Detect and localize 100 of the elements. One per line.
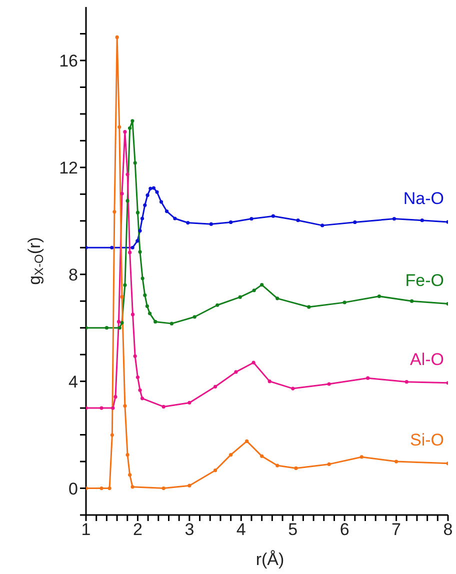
point <box>138 228 142 233</box>
point <box>229 453 233 457</box>
point <box>320 224 324 228</box>
point <box>110 433 114 437</box>
point <box>133 354 137 358</box>
point <box>404 380 408 384</box>
point <box>110 246 114 250</box>
point <box>120 192 124 196</box>
x-tick-label: 4 <box>236 520 246 540</box>
point <box>126 453 130 457</box>
x-tick-label: 2 <box>132 520 142 540</box>
point <box>420 218 424 222</box>
point <box>155 190 159 194</box>
point <box>394 460 398 464</box>
point <box>128 250 132 254</box>
point <box>133 161 137 165</box>
point <box>260 282 264 287</box>
line-series <box>86 186 448 250</box>
point <box>213 384 218 388</box>
point <box>291 386 295 390</box>
x-tick-label: 7 <box>392 520 402 540</box>
point <box>123 283 127 287</box>
point <box>118 326 122 330</box>
point <box>353 220 357 224</box>
point <box>148 312 152 316</box>
point <box>148 186 152 190</box>
point <box>164 209 169 214</box>
point <box>140 216 144 220</box>
point <box>123 130 127 134</box>
point <box>276 464 280 468</box>
point <box>120 320 124 325</box>
point <box>111 406 115 410</box>
point <box>392 216 396 221</box>
point <box>294 466 298 470</box>
point <box>126 199 130 203</box>
x-tick-label: 8 <box>443 520 453 540</box>
point <box>145 304 149 308</box>
series-label: Si-O <box>410 430 444 450</box>
point <box>170 322 174 326</box>
point <box>188 484 192 488</box>
x-tick-label: 1 <box>81 520 91 540</box>
point <box>162 486 166 490</box>
point <box>188 400 192 405</box>
point <box>276 296 280 300</box>
point <box>136 210 140 214</box>
point <box>245 439 249 444</box>
y-tick-label: 0 <box>68 479 78 498</box>
point <box>104 326 108 330</box>
point <box>143 293 147 298</box>
point <box>186 220 190 225</box>
point <box>366 376 370 380</box>
point <box>327 382 331 386</box>
point <box>128 473 132 477</box>
point <box>140 396 144 400</box>
point <box>152 186 156 190</box>
point <box>268 380 272 384</box>
point <box>115 35 119 40</box>
x-tick-label: 6 <box>340 520 350 540</box>
point <box>118 125 122 129</box>
point <box>120 295 124 299</box>
series-label: Al-O <box>410 350 444 369</box>
y-tick-label: 16 <box>59 52 78 71</box>
point <box>130 312 135 316</box>
x-axis-title: r(Å) <box>256 550 284 569</box>
point <box>100 486 104 490</box>
point <box>130 485 134 489</box>
x-tick-label: 3 <box>184 520 194 540</box>
point <box>229 220 233 224</box>
point <box>138 388 142 392</box>
y-tick-label: 4 <box>68 372 78 392</box>
point <box>342 300 346 304</box>
point <box>140 276 144 280</box>
point <box>114 395 118 399</box>
point <box>173 216 177 220</box>
point <box>234 370 238 374</box>
point <box>260 454 264 458</box>
point <box>250 216 254 221</box>
point <box>296 218 300 222</box>
point <box>136 376 140 380</box>
point <box>143 203 147 207</box>
point <box>136 239 140 243</box>
point <box>138 250 142 254</box>
point <box>209 222 213 226</box>
point <box>128 126 132 130</box>
point <box>159 200 164 204</box>
point <box>116 320 121 324</box>
point <box>213 468 218 472</box>
point <box>130 119 134 123</box>
point <box>216 303 220 307</box>
point <box>238 295 242 299</box>
point <box>360 455 364 459</box>
point <box>146 193 150 198</box>
point <box>130 246 134 250</box>
point <box>154 320 158 324</box>
series-label: Na-O <box>403 188 444 208</box>
series-label: Fe-O <box>405 270 444 290</box>
point <box>162 404 166 409</box>
point <box>100 406 104 410</box>
point <box>271 214 276 218</box>
y-tick-label: 8 <box>68 265 78 284</box>
